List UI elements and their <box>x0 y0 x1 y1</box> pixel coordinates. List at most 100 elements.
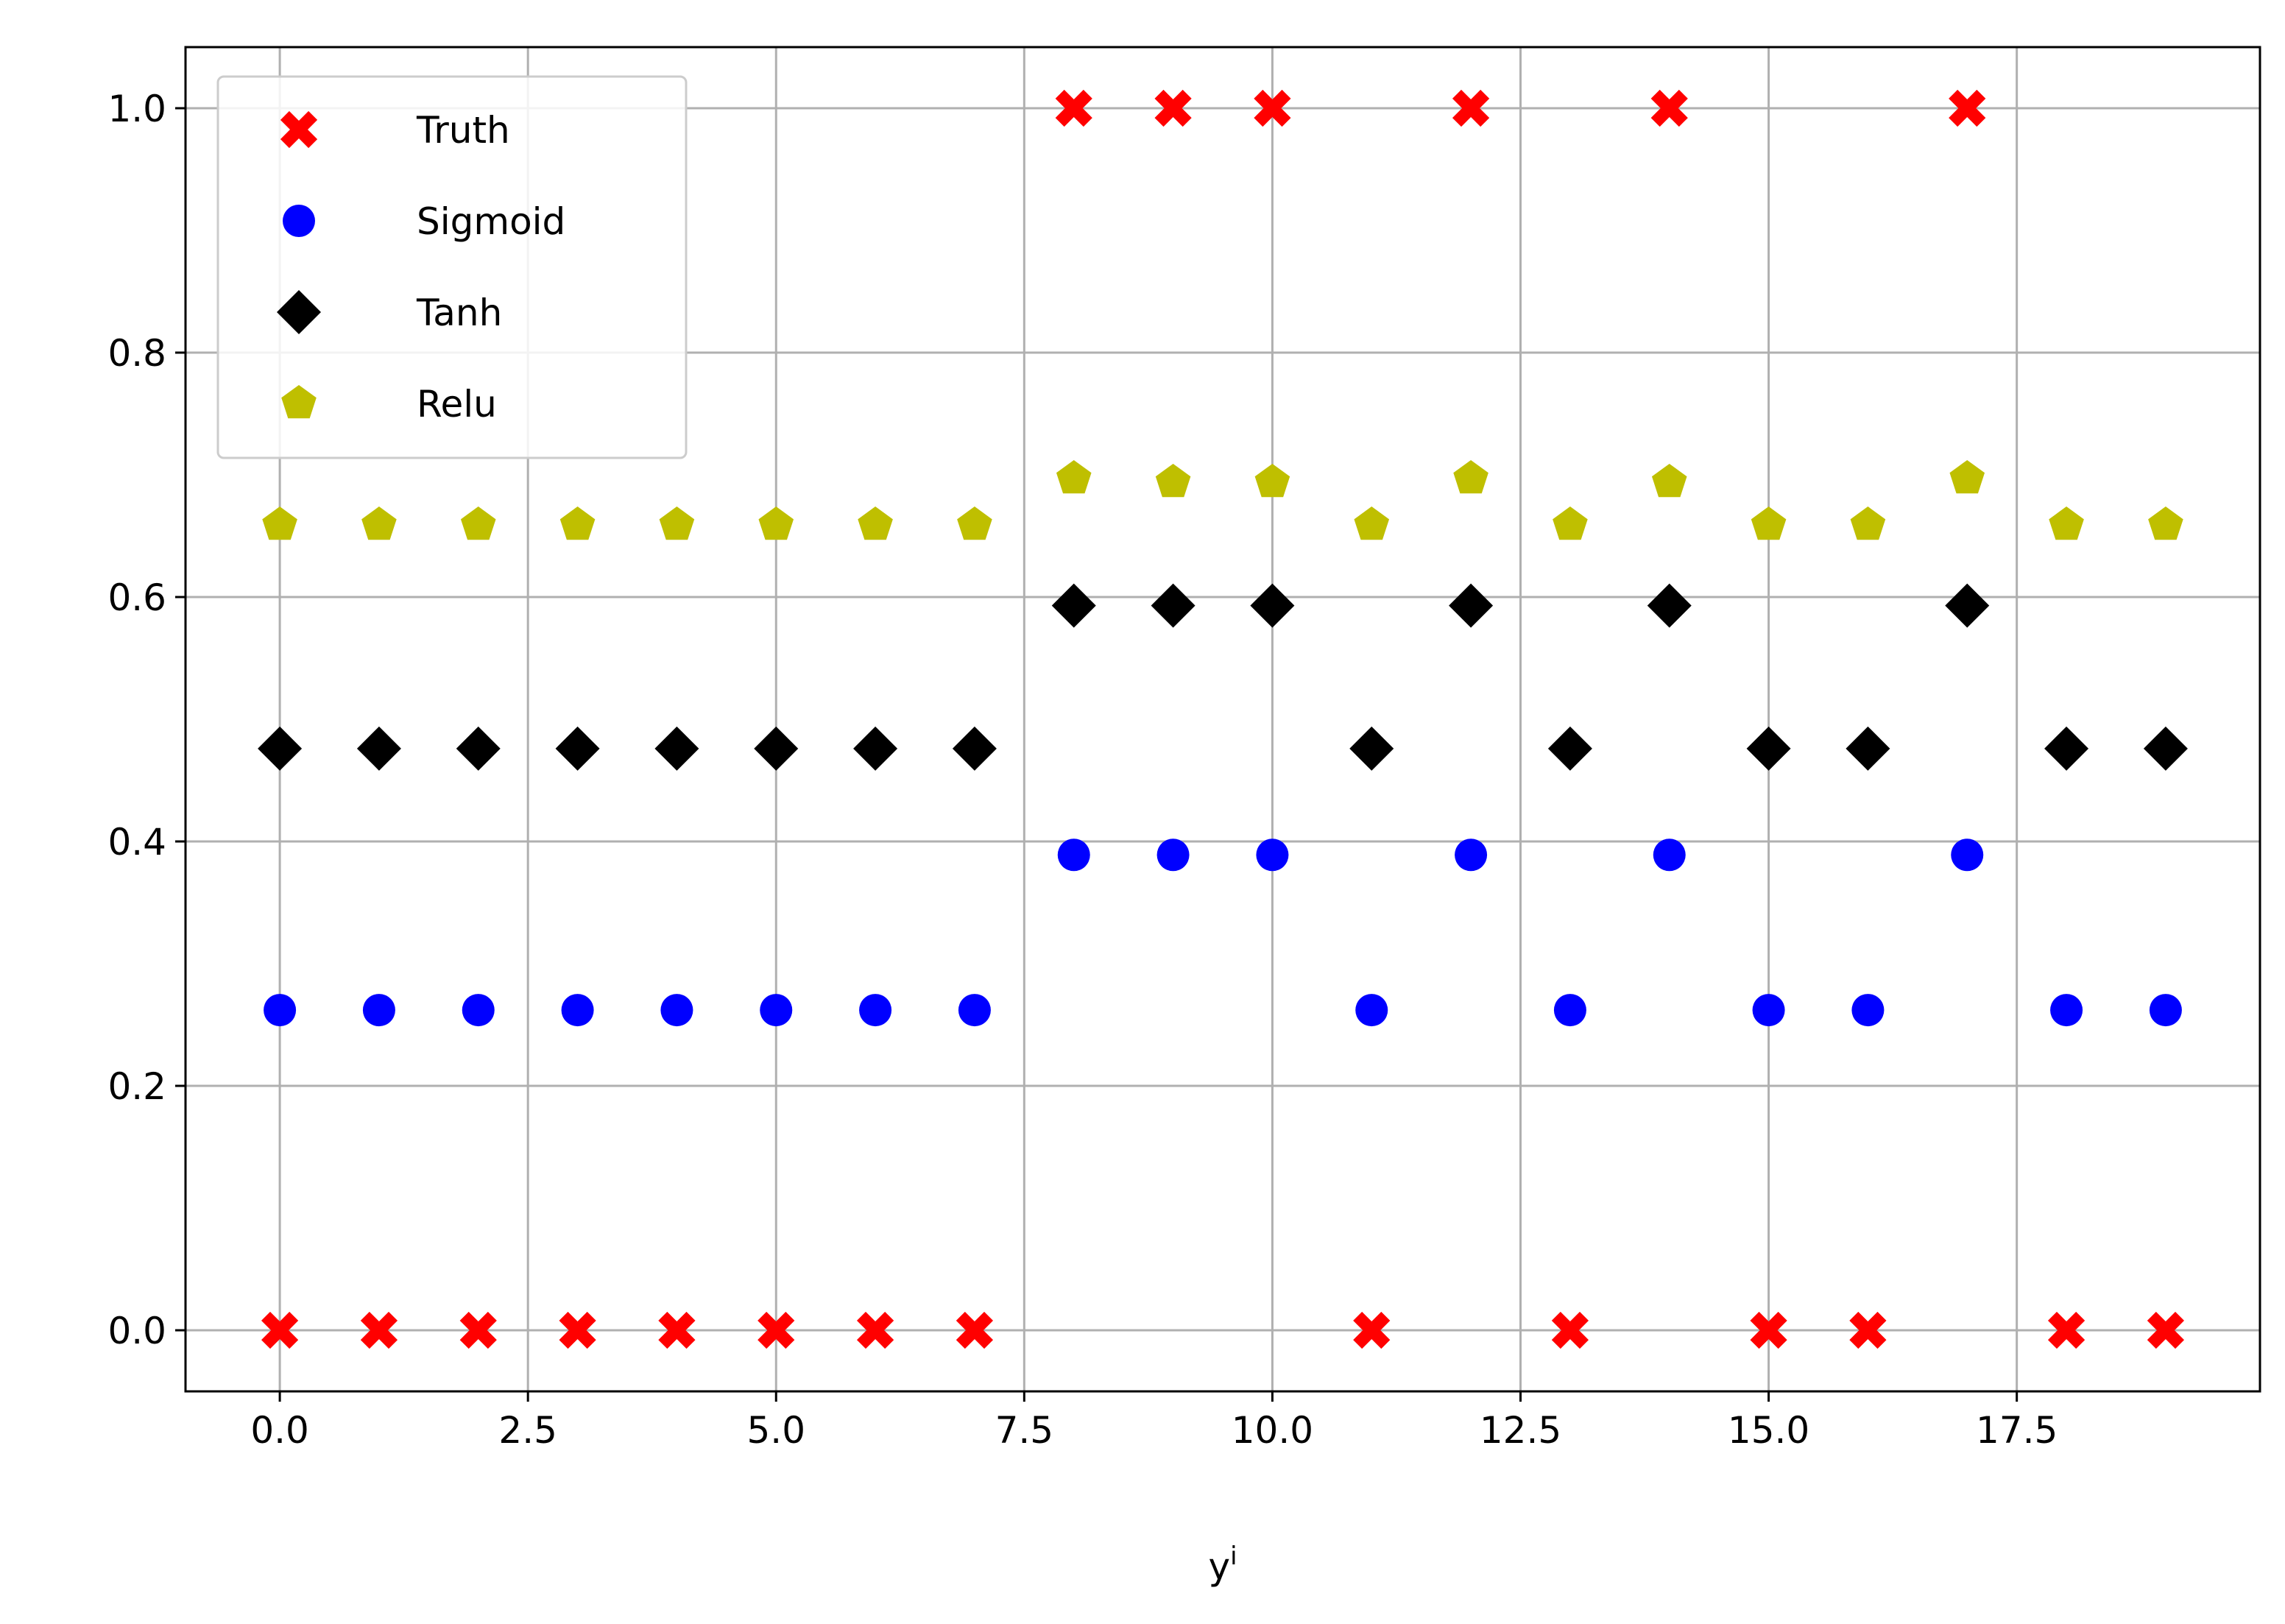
sigmoid-marker <box>859 994 892 1027</box>
sigmoid-marker <box>1156 839 1190 872</box>
sigmoid-marker <box>1653 839 1686 872</box>
x-tick-label: 0.0 <box>250 1409 309 1452</box>
relu-marker <box>361 506 397 540</box>
legend-tanh-marker <box>277 290 321 334</box>
relu-marker <box>262 506 297 540</box>
tanh-marker <box>754 726 799 771</box>
truth-marker <box>1353 1311 1391 1349</box>
tanh-marker <box>456 726 501 771</box>
tanh-marker <box>356 726 401 771</box>
legend-relu-marker <box>281 385 317 419</box>
sigmoid-marker <box>462 994 495 1027</box>
truth-marker <box>1949 89 1986 127</box>
sigmoid-marker <box>760 994 793 1027</box>
x-tick-label: 10.0 <box>1232 1409 1313 1452</box>
sigmoid-marker <box>561 994 594 1027</box>
sigmoid-marker <box>362 994 395 1027</box>
relu-marker <box>1553 506 1588 540</box>
relu-marker <box>2148 506 2183 540</box>
legend-tanh-label: Tanh <box>416 292 502 334</box>
sigmoid-marker <box>1256 839 1289 872</box>
truth-marker <box>658 1311 696 1349</box>
truth-marker <box>459 1311 497 1349</box>
tanh-marker <box>1250 583 1295 628</box>
x-tick-label: 15.0 <box>1728 1409 1809 1452</box>
tanh-marker <box>1151 583 1196 628</box>
truth-marker <box>956 1311 994 1349</box>
relu-marker <box>758 506 794 540</box>
sigmoid-marker <box>2149 994 2182 1027</box>
relu-marker <box>2049 506 2084 540</box>
relu-marker <box>1949 459 1985 494</box>
sigmoid-marker <box>1553 994 1586 1027</box>
legend: Truth Sigmoid Tanh Relu <box>216 75 688 459</box>
grid <box>186 47 2260 1391</box>
truth-marker <box>1849 1311 1887 1349</box>
legend-relu-label: Relu <box>417 383 497 426</box>
relu-marker <box>858 506 893 540</box>
relu-marker <box>1056 459 1092 494</box>
truth-marker <box>856 1311 894 1349</box>
truth-marker <box>1154 89 1192 127</box>
tanh-marker <box>1051 583 1096 628</box>
tanh-marker <box>853 726 898 771</box>
truth-marker <box>360 1311 398 1349</box>
sigmoid-marker <box>958 994 991 1027</box>
x-tick-label: 17.5 <box>1976 1409 2058 1452</box>
plot-frame <box>184 46 2261 1393</box>
y-tick-label: 0.8 <box>107 332 166 375</box>
sigmoid-marker <box>1057 839 1090 872</box>
relu-marker <box>659 506 695 540</box>
sigmoid-marker <box>1455 839 1488 872</box>
y-tick-label: 0.4 <box>107 821 166 864</box>
truth-marker <box>1551 1311 1589 1349</box>
tanh-marker <box>2143 726 2188 771</box>
legend-sigmoid-marker <box>283 205 315 237</box>
y-tick-label: 1.0 <box>107 88 166 130</box>
x-axis-label-superscript: i <box>1230 1542 1237 1571</box>
relu-marker <box>1850 506 1886 540</box>
legend-truth-marker <box>280 110 318 149</box>
relu-marker <box>1254 463 1290 498</box>
relu-marker <box>1155 463 1191 498</box>
sigmoid-marker <box>1951 839 1984 872</box>
truth-marker <box>1650 89 1688 127</box>
sigmoid-marker <box>2050 994 2083 1027</box>
truth-marker <box>559 1311 596 1349</box>
relu-marker <box>957 506 992 540</box>
relu-marker <box>1751 506 1787 540</box>
x-tick-label: 12.5 <box>1480 1409 1561 1452</box>
tanh-marker <box>1846 726 1890 771</box>
legend-sigmoid-label: Sigmoid <box>417 200 565 243</box>
relu-marker <box>460 506 496 540</box>
tanh-marker <box>555 726 600 771</box>
tanh-marker <box>1449 583 1494 628</box>
tanh-marker <box>1349 726 1394 771</box>
y-tick-label: 0.0 <box>107 1310 166 1352</box>
tanh-marker <box>1647 583 1692 628</box>
x-tick-label: 2.5 <box>498 1409 557 1452</box>
x-axis-label: yi <box>1208 1542 1237 1588</box>
tanh-marker <box>654 726 699 771</box>
tanh-marker <box>1945 583 1990 628</box>
tanh-marker <box>2044 726 2089 771</box>
truth-marker <box>757 1311 795 1349</box>
sigmoid-marker <box>1355 994 1388 1027</box>
truth-marker <box>1055 89 1092 127</box>
relu-marker <box>559 506 596 540</box>
tanh-marker <box>1547 726 1592 771</box>
relu-marker <box>1453 459 1488 494</box>
x-tick-label: 5.0 <box>746 1409 805 1452</box>
y-tick-label: 0.6 <box>107 576 166 619</box>
legend-truth-label: Truth <box>416 109 510 152</box>
sigmoid-marker <box>1752 994 1785 1027</box>
data-markers <box>258 89 2188 1349</box>
x-tick-label: 7.5 <box>995 1409 1054 1452</box>
legend-box <box>216 75 688 459</box>
tanh-marker <box>258 726 303 771</box>
tanh-marker <box>1746 726 1791 771</box>
truth-marker <box>1254 89 1291 127</box>
sigmoid-marker <box>1851 994 1885 1027</box>
sigmoid-marker <box>660 994 693 1027</box>
